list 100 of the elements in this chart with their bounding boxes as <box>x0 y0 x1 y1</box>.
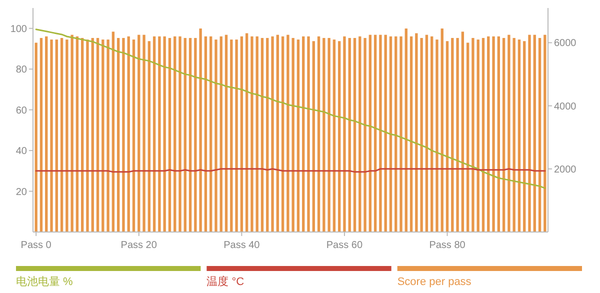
bar <box>102 40 104 232</box>
bar <box>174 36 176 232</box>
text: 电池电量 % <box>16 275 74 288</box>
bar <box>204 36 208 232</box>
bar <box>224 34 228 232</box>
bar <box>476 40 480 232</box>
bar <box>34 42 38 232</box>
bar <box>112 32 115 232</box>
x-tick-label: Pass 0 <box>20 240 52 251</box>
bar <box>425 34 428 232</box>
bar <box>533 34 536 232</box>
text: Score per pass <box>397 276 472 288</box>
bar <box>497 36 500 232</box>
x-tick-label: Pass 60 <box>326 240 363 251</box>
bar <box>138 34 140 232</box>
y2-tick-label: 4000 <box>554 101 577 112</box>
bar <box>106 40 110 232</box>
bar <box>456 38 459 232</box>
bar <box>328 38 330 232</box>
bar <box>55 40 58 232</box>
bar <box>302 36 305 232</box>
bar <box>163 36 166 232</box>
bar <box>286 34 290 232</box>
bar <box>364 38 366 232</box>
bar <box>256 36 258 232</box>
bar <box>400 36 402 232</box>
x-tick-label: Pass 40 <box>224 240 260 251</box>
bar <box>70 34 74 232</box>
bar <box>127 36 130 232</box>
bar <box>91 38 94 232</box>
bar <box>482 38 485 232</box>
bar <box>152 36 156 232</box>
bar <box>384 34 387 232</box>
bar <box>96 38 100 232</box>
bar <box>276 34 279 232</box>
bar <box>348 38 351 232</box>
line-series <box>35 28 546 189</box>
bar <box>148 41 150 232</box>
bar <box>281 36 284 232</box>
bar <box>50 40 53 232</box>
bar <box>404 28 408 232</box>
bar <box>343 36 346 232</box>
bar <box>410 36 413 232</box>
bar <box>538 38 542 232</box>
bar <box>250 36 254 232</box>
y-tick-label: 40 <box>16 146 28 158</box>
bar <box>518 40 521 232</box>
bar <box>260 38 264 232</box>
bar <box>168 38 172 232</box>
bar <box>487 36 490 232</box>
bar <box>266 38 269 232</box>
bar <box>296 40 300 232</box>
bar <box>40 38 43 232</box>
bar <box>178 36 182 232</box>
bar <box>45 36 48 232</box>
bar <box>451 38 454 232</box>
bar <box>122 38 125 232</box>
text: 温度 °C <box>206 275 244 288</box>
bar <box>188 38 192 232</box>
bar <box>389 36 392 232</box>
bar <box>184 38 186 232</box>
bar <box>312 41 315 232</box>
bar <box>210 36 212 232</box>
bar <box>472 38 474 232</box>
bar <box>142 34 146 232</box>
bar <box>368 34 372 232</box>
bar <box>502 38 506 232</box>
bar <box>86 40 89 232</box>
bar <box>317 36 320 232</box>
y-tick-label: 100 <box>10 24 28 35</box>
y2-tick-label: 6000 <box>554 38 577 50</box>
bar <box>528 34 531 232</box>
bar <box>446 41 449 232</box>
y-tick-label: 60 <box>16 105 28 116</box>
bar <box>440 28 444 232</box>
bar <box>220 36 222 232</box>
bar <box>158 36 161 232</box>
bar <box>353 38 356 232</box>
bar <box>132 40 136 232</box>
bar <box>436 40 438 232</box>
bar <box>66 40 68 232</box>
bar <box>322 38 326 232</box>
x-tick-label: Pass 80 <box>429 240 466 251</box>
bar <box>544 34 546 232</box>
bar <box>307 36 310 232</box>
bar <box>379 34 382 232</box>
bar <box>338 41 341 232</box>
bar <box>523 41 526 232</box>
bar <box>60 38 64 232</box>
bar <box>332 40 336 232</box>
bar <box>245 33 248 232</box>
bar <box>430 36 434 232</box>
bar <box>292 38 294 232</box>
bar <box>240 36 244 232</box>
bar <box>116 38 120 232</box>
bar <box>374 34 377 232</box>
bar <box>466 42 470 232</box>
y-tick-label: 80 <box>16 64 28 76</box>
bar <box>508 34 510 232</box>
bar <box>420 38 423 232</box>
